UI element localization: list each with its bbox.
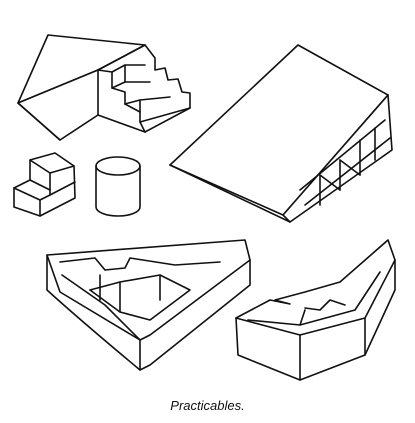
cylinder [95, 156, 141, 217]
platform-with-stairs [17, 34, 191, 141]
figure-caption: Practicables. [170, 398, 245, 413]
ramp [169, 44, 393, 223]
arc-platform [235, 239, 396, 381]
wedge-platform [46, 239, 251, 371]
small-step-block [13, 152, 76, 217]
line-drawing [13, 34, 396, 381]
